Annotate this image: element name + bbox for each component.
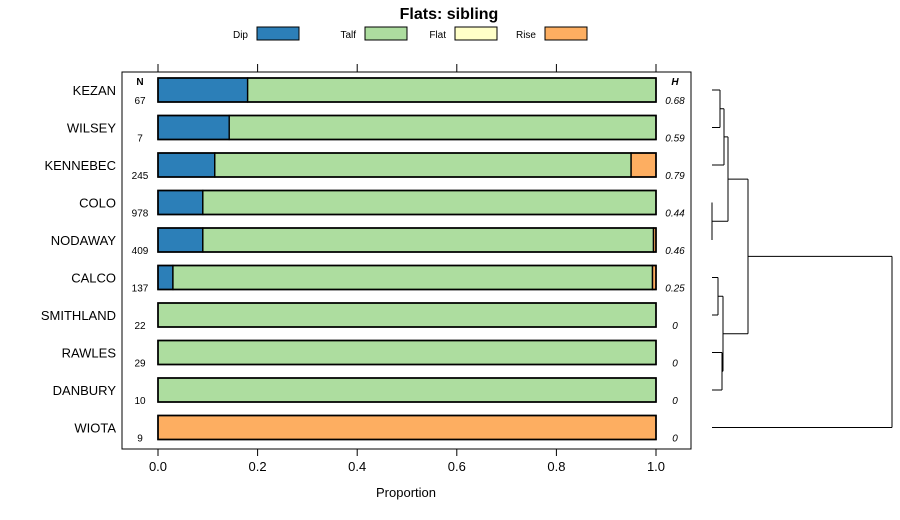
- n-value: 137: [132, 284, 149, 295]
- n-value: 7: [137, 134, 143, 145]
- category-label: WIOTA: [74, 421, 116, 436]
- bars: [157, 77, 657, 441]
- x-tick-label: 0.8: [547, 459, 565, 474]
- x-tick-label: 0.6: [448, 459, 466, 474]
- category-label: KENNEBEC: [44, 158, 116, 173]
- h-value: 0: [672, 434, 678, 445]
- x-tick-label: 1.0: [647, 459, 665, 474]
- n-value: 67: [134, 96, 146, 107]
- legend-label-flat: Flat: [429, 30, 446, 41]
- category-label: RAWLES: [62, 346, 117, 361]
- legend-swatch-rise: [544, 26, 588, 41]
- legend-swatch-dip: [256, 26, 300, 41]
- bar-segment-talf-colo: [202, 189, 657, 216]
- bar-segment-talf-rawles: [157, 339, 657, 366]
- x-tick-label: 0.2: [249, 459, 267, 474]
- x-tick-label: 0.0: [149, 459, 167, 474]
- bar-segment-dip-nodaway: [157, 227, 204, 253]
- legend-label-talf: Talf: [340, 30, 356, 41]
- n-value: 29: [134, 359, 146, 370]
- dendrogram: [711, 89, 893, 428]
- h-value: 0.59: [665, 134, 685, 145]
- bar-segment-dip-colo: [157, 189, 204, 216]
- bar-outline-wilsey: [157, 114, 657, 141]
- category-label: COLO: [79, 196, 116, 211]
- bar-segment-rise-kennebec: [630, 152, 657, 178]
- bar-outline-calco: [157, 264, 657, 291]
- bar-segment-dip-kennebec: [157, 152, 216, 178]
- h-header: H: [671, 77, 679, 88]
- chart-title: Flats: sibling: [400, 6, 499, 23]
- x-tick-label: 0.4: [348, 459, 366, 474]
- n-values: 67 7 245 978 409 137 22 29 10 9: [132, 96, 149, 445]
- h-value: 0.25: [665, 284, 685, 295]
- bar-segment-talf-nodaway: [202, 227, 655, 253]
- category-label: WILSEY: [67, 121, 116, 136]
- category-label: SMITHLAND: [41, 308, 116, 323]
- bar-segment-talf-kezan: [246, 77, 657, 103]
- h-value: 0.68: [665, 96, 685, 107]
- bar-outline-kennebec: [157, 152, 657, 178]
- bar-segment-dip-wilsey: [157, 114, 230, 141]
- bar-segment-talf-danbury: [157, 377, 657, 403]
- legend-swatch-flat: [454, 26, 498, 41]
- bar-segment-talf-kennebec: [214, 152, 632, 178]
- n-header: N: [136, 77, 143, 88]
- h-value: 0.79: [665, 171, 685, 182]
- n-value: 245: [132, 171, 149, 182]
- bar-segment-rise-wiota: [157, 414, 657, 441]
- h-value: 0: [672, 396, 678, 407]
- bar-segment-dip-kezan: [157, 77, 249, 103]
- h-value: 0: [672, 321, 678, 332]
- bar-outline-rawles: [157, 339, 657, 366]
- legend-label-dip: Dip: [233, 30, 248, 41]
- bar-segment-talf-smithland: [157, 302, 657, 328]
- bar-segment-talf-wilsey: [228, 114, 657, 141]
- legend-swatch-talf: [364, 26, 408, 41]
- category-label: KEZAN: [73, 83, 116, 98]
- bar-outline-kezan: [157, 77, 657, 103]
- bar-outline-nodaway: [157, 227, 657, 253]
- n-value: 10: [134, 396, 146, 407]
- n-value: 9: [137, 434, 143, 445]
- n-value: 409: [132, 246, 149, 257]
- legend-label-rise: Rise: [516, 30, 536, 41]
- h-values: 0.68 0.59 0.79 0.44 0.46 0.25 0 0 0 0: [665, 96, 685, 445]
- h-value: 0.44: [665, 209, 685, 220]
- bar-outline-danbury: [157, 377, 657, 403]
- x-axis: 0.0 0.2 0.4 0.6 0.8 1.0: [149, 449, 665, 474]
- category-label: DANBURY: [53, 383, 117, 398]
- plot-panel: [121, 71, 692, 450]
- category-label: CALCO: [71, 271, 116, 286]
- category-labels: KEZAN WILSEY KENNEBEC COLO NODAWAY CALCO SMITH…: [41, 83, 116, 436]
- n-value: 22: [134, 321, 146, 332]
- x-axis-title: Proportion: [376, 485, 436, 500]
- bar-outline-colo: [157, 189, 657, 216]
- category-label: NODAWAY: [51, 233, 117, 248]
- top-axis-ticks: [157, 64, 657, 72]
- bar-outline-wiota: [157, 414, 657, 441]
- bar-segment-dip-calco: [157, 264, 174, 291]
- bar-segment-talf-calco: [172, 264, 654, 291]
- h-value: 0: [672, 359, 678, 370]
- h-value: 0.46: [665, 246, 685, 257]
- n-value: 978: [132, 209, 149, 220]
- legend: Dip Talf Flat Rise: [233, 26, 588, 41]
- bar-outline-smithland: [157, 302, 657, 328]
